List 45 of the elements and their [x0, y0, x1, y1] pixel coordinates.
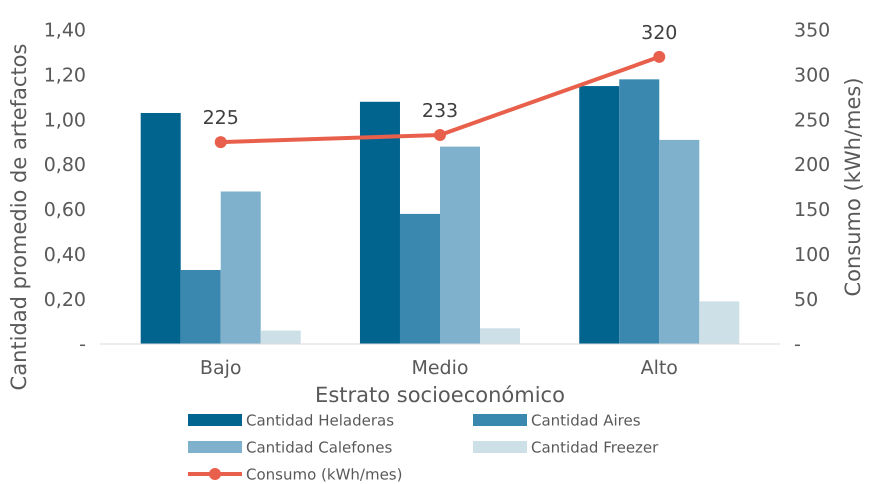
y2-axis-title: Consumo (kWh/mes): [841, 77, 865, 297]
bar: [140, 112, 181, 344]
y2-tick-label: 100: [794, 244, 830, 266]
point: [653, 50, 666, 63]
y2-tick-label: 250: [794, 109, 830, 132]
legend-label: Cantidad Freezer: [531, 438, 660, 456]
y-tick-label: 0,80: [44, 154, 86, 176]
y-tick-label: 0,20: [44, 288, 86, 311]
y2-tick-label: 200: [794, 154, 830, 176]
y-tick-label: -: [79, 334, 86, 356]
x-tick-label: Bajo: [200, 357, 242, 379]
bar: [619, 79, 660, 344]
y2-tick-label: 150: [794, 199, 830, 222]
bar: [400, 214, 440, 344]
y-tick-label: 1,00: [44, 109, 86, 132]
x-tick-label: Medio: [411, 357, 469, 379]
y2-tick-label: -: [794, 334, 801, 356]
y2-tick-label: 350: [794, 20, 830, 42]
y-tick-label: 1,20: [44, 64, 86, 87]
legend-label: Cantidad Calefones: [246, 438, 392, 456]
y2-tick-label: 300: [794, 64, 830, 87]
y-tick-label: 0,40: [44, 244, 86, 266]
data-label: 320: [641, 22, 678, 44]
legend-label: Cantidad Heladeras: [246, 411, 394, 430]
bar: [579, 86, 620, 344]
x-tick-label: Alto: [640, 357, 678, 379]
bar: [699, 301, 740, 344]
y-tick-label: 0,60: [44, 199, 86, 222]
legend-label: Consumo (kWh/mes): [246, 465, 402, 484]
y-tick-label: 1,40: [44, 20, 86, 42]
bar: [440, 146, 480, 344]
bar: [480, 328, 520, 344]
y-axis-title: Cantidad promedio de artefactos: [7, 44, 31, 390]
data-label: 233: [422, 100, 458, 122]
data-label: 225: [202, 107, 239, 130]
legend-label: Cantidad Aires: [531, 411, 641, 430]
bar: [360, 102, 400, 344]
point: [434, 128, 446, 141]
bar: [659, 140, 700, 344]
x-axis-title: Estrato socioeconómico: [315, 383, 565, 407]
bar: [180, 270, 221, 344]
point: [214, 136, 227, 148]
y2-tick-label: 50: [794, 288, 818, 311]
bar: [220, 191, 261, 344]
bar: [260, 330, 301, 344]
